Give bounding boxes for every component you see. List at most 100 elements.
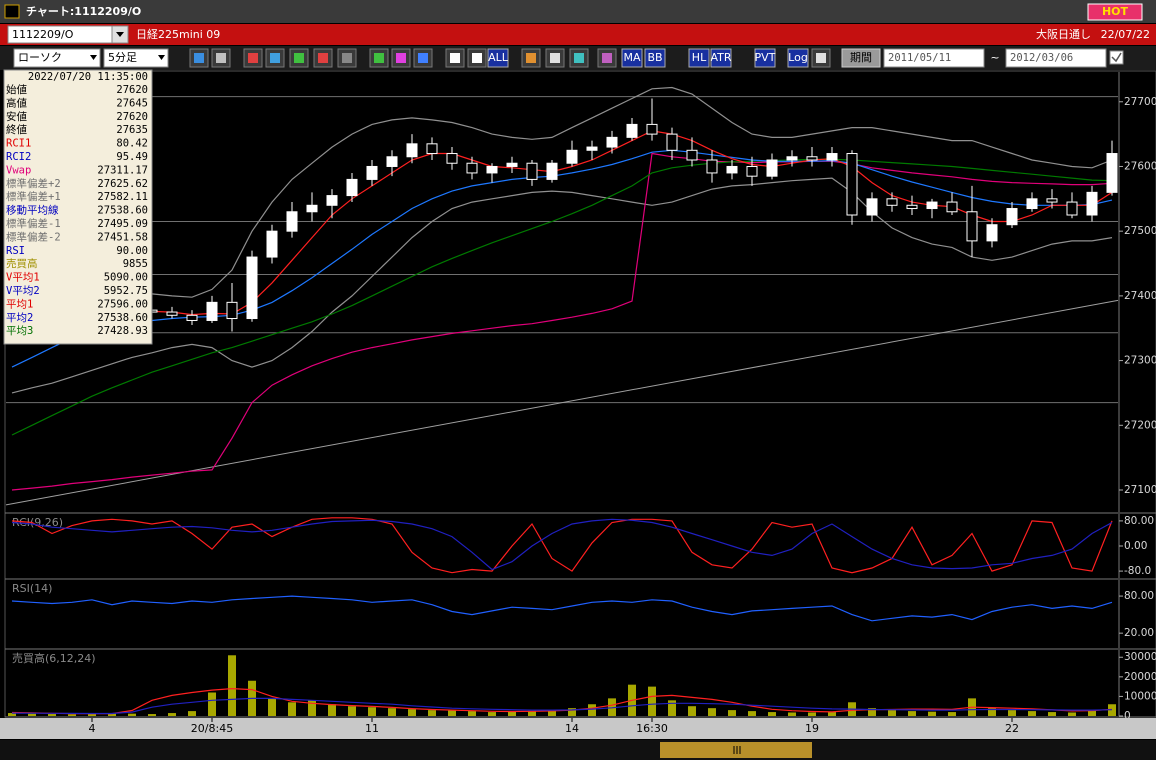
volume-bar <box>8 713 16 716</box>
scroll-thumb[interactable] <box>660 742 812 758</box>
candle-body <box>206 301 218 321</box>
to-date[interactable]: 2012/03/06 <box>1010 52 1073 64</box>
from-date-box[interactable] <box>883 48 985 68</box>
tool-button[interactable] <box>688 48 710 68</box>
interval[interactable]: 5分足 <box>108 51 137 64</box>
candle-body <box>946 201 958 213</box>
y-tick-label: 30000 <box>1124 651 1156 663</box>
y-tick-label: 27700 <box>1124 96 1156 108</box>
info-label: 標準偏差+2 <box>6 177 61 190</box>
volume-bar <box>48 714 56 716</box>
y-tick-label: 27400 <box>1124 290 1156 302</box>
info-value: 27620 <box>116 111 148 123</box>
candle-body <box>266 230 278 258</box>
volume-average-line <box>11 697 1113 715</box>
header-date: 22/07/22 <box>1101 28 1150 41</box>
y-tick-label: 80.00 <box>1124 590 1154 602</box>
tool-icon <box>374 53 384 63</box>
candle-body <box>566 149 578 164</box>
candle-body <box>906 204 918 210</box>
style-select[interactable] <box>13 48 101 68</box>
tool-button-label[interactable]: BB <box>647 51 662 64</box>
tool-button-label[interactable]: ATR <box>710 51 731 64</box>
hot-button[interactable] <box>1087 3 1143 21</box>
info-value: 27495.09 <box>97 218 148 230</box>
period-label[interactable]: 期間 <box>850 51 872 64</box>
volume-bar <box>168 713 176 716</box>
candle-body <box>226 301 238 320</box>
volume-bar <box>348 706 356 716</box>
info-value: 27428.93 <box>97 325 148 337</box>
volume-bar <box>888 710 896 716</box>
y-tick-label: 20.00 <box>1124 627 1154 639</box>
volume-bar <box>1008 710 1016 716</box>
info-label: 平均3 <box>6 325 33 337</box>
info-label: 標準偏差+1 <box>6 190 61 203</box>
symbol[interactable]: 1112209/O <box>12 28 74 41</box>
candle-body <box>606 136 618 148</box>
candle-body <box>546 162 558 180</box>
tool-button[interactable] <box>487 48 509 68</box>
tool-button[interactable] <box>621 48 643 68</box>
candle-body <box>406 143 418 158</box>
info-label: 標準偏差-2 <box>6 230 61 243</box>
candle-body <box>326 195 338 206</box>
period-button[interactable] <box>841 48 881 68</box>
info-value: 27635 <box>116 124 148 136</box>
volume-bar <box>448 710 456 716</box>
tool-button-label[interactable]: HL <box>692 51 707 64</box>
candle-body <box>166 311 178 316</box>
candle-body <box>346 178 358 197</box>
hot-label[interactable]: HOT <box>1102 5 1129 18</box>
tool-icon <box>216 53 226 63</box>
info-value: 27582.11 <box>97 191 148 203</box>
y-tick-label: 27200 <box>1124 419 1156 431</box>
instrument-name: 日経225mini 09 <box>136 28 220 41</box>
info-label: 売買高 <box>6 257 38 270</box>
to-date-box[interactable] <box>1005 48 1107 68</box>
from-date[interactable]: 2011/05/11 <box>888 52 951 64</box>
thumb-grip <box>733 746 741 754</box>
tool-button-label[interactable]: ALL <box>488 51 509 64</box>
volume-bar <box>668 700 676 716</box>
tool-button-label[interactable]: MA <box>623 51 640 64</box>
x-tick-label: 19 <box>805 722 819 735</box>
tool-icon <box>248 53 258 63</box>
volume-bar <box>868 708 876 716</box>
tool-button[interactable] <box>644 48 666 68</box>
session: 大阪日通し <box>1036 27 1091 41</box>
tool-button-label[interactable]: Log <box>788 51 808 64</box>
info-value: 27620 <box>116 84 148 96</box>
volume-bar <box>1048 712 1056 716</box>
chart-style[interactable]: ローソク <box>18 51 62 64</box>
overlay-line <box>11 177 1113 394</box>
interval-select[interactable] <box>103 48 169 68</box>
candle-body <box>1046 198 1058 203</box>
volume-bar <box>108 713 116 716</box>
volume-bar <box>648 686 656 716</box>
tool-button[interactable] <box>754 48 776 68</box>
volume-bar <box>328 704 336 716</box>
x-tick-label: 20/8:45 <box>191 722 233 735</box>
scrollbar[interactable] <box>0 740 1156 760</box>
y-tick-label: 10000 <box>1124 690 1156 702</box>
volume-bar <box>68 714 76 716</box>
candle-body <box>286 211 298 232</box>
tool-icon <box>472 53 482 63</box>
volume-bar <box>128 713 136 716</box>
tool-button-label[interactable]: PVT <box>755 51 776 64</box>
info-value: 27645 <box>116 97 148 109</box>
candle-body <box>446 153 458 164</box>
candle-body <box>486 165 498 174</box>
candle-body <box>686 149 698 161</box>
y-tick-label: 27500 <box>1124 225 1156 237</box>
volume-bar <box>528 710 536 716</box>
tool-icon <box>602 53 612 63</box>
volume-bar <box>1068 712 1076 716</box>
tool-button[interactable] <box>787 48 809 68</box>
tool-button[interactable] <box>710 48 732 68</box>
volume-bar <box>988 708 996 716</box>
info-label: RCI1 <box>6 138 31 150</box>
y-tick-label: 27600 <box>1124 160 1156 172</box>
